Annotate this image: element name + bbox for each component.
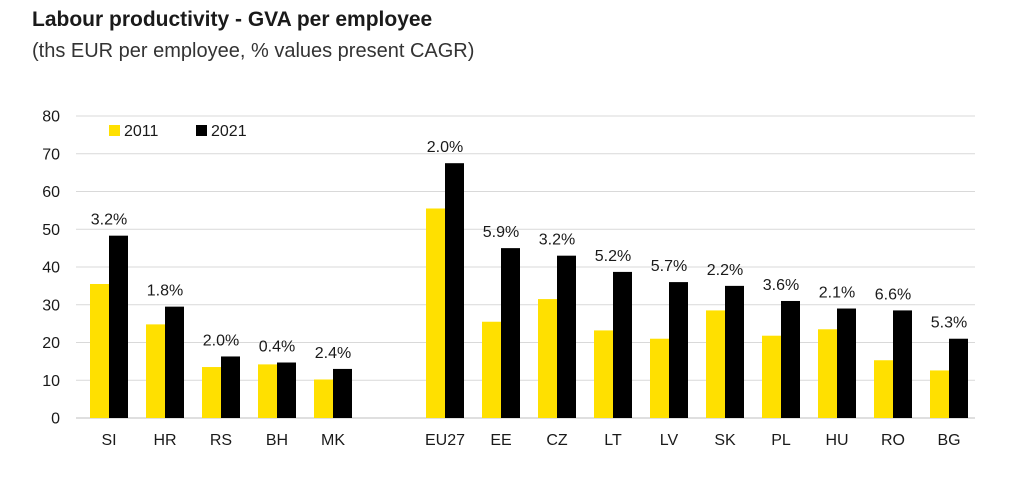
bar-2011-hr xyxy=(146,324,165,418)
cagr-label-eu27: 2.0% xyxy=(427,139,463,156)
legend-label-2011: 2011 xyxy=(124,123,159,140)
bar-2011-bh xyxy=(258,364,277,418)
x-tick-label-si: SI xyxy=(101,432,116,449)
bar-2021-ro xyxy=(893,310,912,418)
bar-2021-lt xyxy=(613,271,632,418)
bar-2021-eu27 xyxy=(445,163,464,418)
bar-2021-si xyxy=(109,235,128,418)
bar-2021-hu xyxy=(837,308,856,418)
chart-title: Labour productivity - GVA per employee xyxy=(32,8,433,31)
bar-2021-sk xyxy=(725,285,744,418)
x-tick-label-ee: EE xyxy=(490,432,511,449)
y-tick-label: 20 xyxy=(42,335,60,352)
y-tick-label: 0 xyxy=(51,411,60,428)
bar-2021-lv xyxy=(669,282,688,418)
bar-2011-cz xyxy=(538,299,557,418)
y-tick-label: 40 xyxy=(42,260,60,277)
bar-2021-cz xyxy=(557,255,576,418)
cagr-label-si: 3.2% xyxy=(91,212,127,229)
bar-2011-si xyxy=(90,283,109,418)
legend-label-2021: 2021 xyxy=(211,123,247,140)
x-tick-label-hr: HR xyxy=(153,432,176,449)
x-tick-label-sk: SK xyxy=(714,432,736,449)
bar-2011-lv xyxy=(650,338,669,418)
bar-2021-mk xyxy=(333,368,352,418)
cagr-label-rs: 2.0% xyxy=(203,332,239,349)
legend-swatch-2011 xyxy=(109,125,120,136)
x-tick-label-pl: PL xyxy=(771,432,791,449)
cagr-label-mk: 2.4% xyxy=(315,345,351,362)
chart-subtitle: (ths EUR per employee, % values present … xyxy=(32,40,475,62)
bar-2011-hu xyxy=(818,329,837,418)
bar-2021-rs xyxy=(221,356,240,418)
x-tick-label-rs: RS xyxy=(210,432,232,449)
y-tick-label: 50 xyxy=(42,222,60,239)
x-tick-label-lv: LV xyxy=(660,432,679,449)
x-tick-label-mk: MK xyxy=(321,432,345,449)
x-tick-label-bg: BG xyxy=(937,432,960,449)
bar-2011-ee xyxy=(482,321,501,418)
cagr-label-hu: 2.1% xyxy=(819,285,855,302)
cagr-label-cz: 3.2% xyxy=(539,232,575,249)
bar-2011-ro xyxy=(874,360,893,418)
cagr-label-bh: 0.4% xyxy=(259,339,295,356)
bar-2021-pl xyxy=(781,300,800,418)
cagr-label-lt: 5.2% xyxy=(595,248,631,265)
bar-2021-hr xyxy=(165,306,184,418)
bar-2011-rs xyxy=(202,367,221,418)
y-tick-label: 60 xyxy=(42,184,60,201)
bar-2011-bg xyxy=(930,370,949,418)
cagr-label-sk: 2.2% xyxy=(707,262,743,279)
cagr-label-lv: 5.7% xyxy=(651,258,687,275)
y-tick-label: 70 xyxy=(42,146,60,163)
x-tick-label-hu: HU xyxy=(825,432,848,449)
x-tick-label-ro: RO xyxy=(881,432,905,449)
bar-2011-mk xyxy=(314,379,333,418)
cagr-label-ro: 6.6% xyxy=(875,286,911,303)
cagr-label-pl: 3.6% xyxy=(763,277,799,294)
legend-swatch-2021 xyxy=(196,125,207,136)
y-tick-label: 80 xyxy=(42,109,60,126)
bar-2021-ee xyxy=(501,248,520,418)
bar-2011-lt xyxy=(594,330,613,418)
bar-2011-eu27 xyxy=(426,208,445,418)
bar-2011-pl xyxy=(762,335,781,418)
y-tick-label: 30 xyxy=(42,297,60,314)
x-tick-label-eu27: EU27 xyxy=(425,432,465,449)
bar-2021-bg xyxy=(949,338,968,418)
bar-2011-sk xyxy=(706,310,725,418)
y-tick-label: 10 xyxy=(42,373,60,390)
x-tick-label-cz: CZ xyxy=(546,432,568,449)
bar-2021-bh xyxy=(277,362,296,418)
x-tick-label-bh: BH xyxy=(266,432,288,449)
cagr-label-ee: 5.9% xyxy=(483,224,519,241)
x-tick-label-lt: LT xyxy=(604,432,622,449)
cagr-label-hr: 1.8% xyxy=(147,283,183,300)
cagr-label-bg: 5.3% xyxy=(931,315,967,332)
